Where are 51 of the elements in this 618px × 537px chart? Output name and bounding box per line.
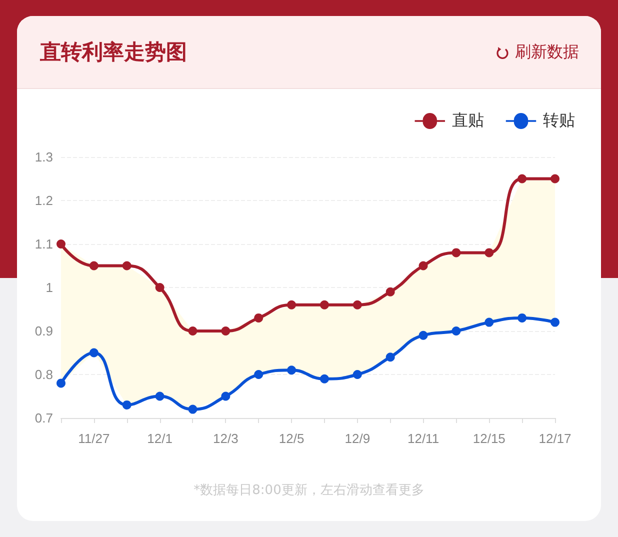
point [452, 248, 461, 258]
x-tick-label: 12/11 [407, 431, 440, 446]
point [89, 348, 98, 358]
point [452, 326, 461, 336]
y-tick-label: 0.9 [34, 324, 53, 338]
point [418, 261, 428, 270]
text: 刷新数据 [515, 42, 579, 63]
y-tick-label: 1.1 [34, 236, 53, 252]
point [221, 326, 230, 336]
y-tick-label: 1.2 [34, 193, 53, 208]
x-tick-label: 12/3 [213, 431, 238, 446]
point [320, 374, 329, 384]
point [386, 352, 395, 362]
point [155, 283, 164, 292]
x-tick-label: 12/5 [278, 431, 304, 446]
legend-label: 转贴 [543, 112, 575, 130]
y-tick-label: 0.7 [34, 410, 53, 426]
point [188, 326, 198, 336]
x-tick-label: 12/17 [538, 431, 572, 446]
y-tick-label: 0.8 [34, 367, 53, 382]
x-tick-label: 11/27 [78, 431, 110, 446]
point [352, 370, 362, 379]
y-tick-label: 1.3 [34, 150, 53, 164]
point [188, 404, 198, 414]
x-tick-label: 12/1 [147, 431, 172, 446]
legend-label: 直贴 [452, 112, 484, 130]
point [518, 174, 527, 184]
point [254, 313, 264, 322]
point [352, 300, 362, 310]
point [418, 330, 428, 340]
point [550, 174, 560, 184]
point [56, 240, 66, 248]
point [122, 261, 132, 270]
point [550, 318, 560, 327]
point [221, 392, 230, 401]
point [484, 318, 494, 327]
point [518, 313, 527, 322]
point [287, 366, 296, 375]
x-tick-label: 12/15 [472, 431, 506, 446]
point [287, 300, 296, 310]
point [484, 248, 494, 258]
chart-title: 直转利率走势图 [40, 39, 187, 66]
point [386, 287, 395, 296]
y-tick-label: 1 [46, 280, 53, 295]
x-tick-label: 12/9 [344, 431, 370, 446]
point [254, 370, 264, 379]
point [320, 300, 329, 310]
point [56, 378, 66, 388]
point [155, 392, 164, 401]
point [89, 261, 98, 270]
point [122, 400, 132, 410]
